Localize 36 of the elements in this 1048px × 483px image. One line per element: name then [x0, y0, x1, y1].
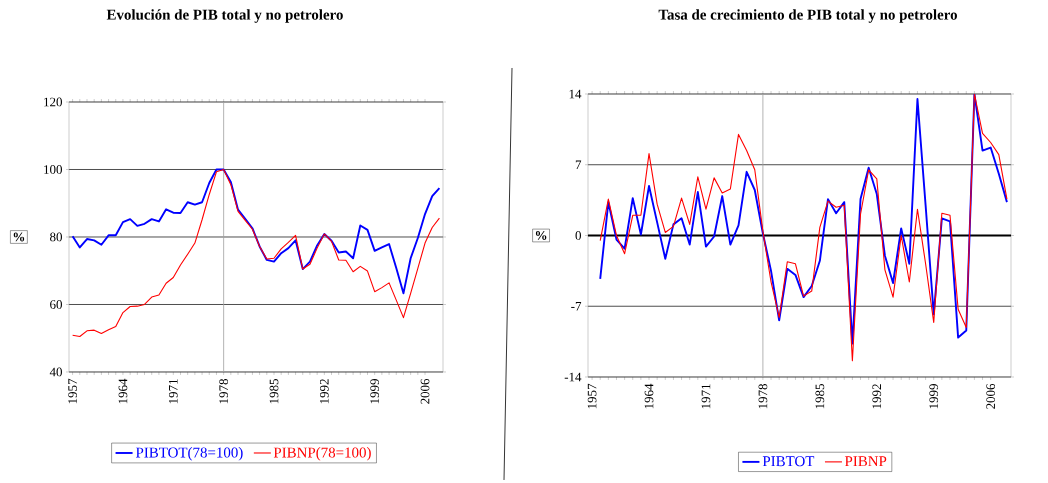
x-tick-label: 1957	[587, 383, 597, 409]
chart-title: Evolución de PIB total y no petrolero	[106, 9, 343, 23]
y-axis-title: %	[535, 231, 547, 240]
legend-label: PIBTOT	[762, 456, 815, 467]
line-series	[72, 168, 440, 338]
y-tick-label: 14	[569, 89, 582, 99]
x-tick-label: 1999	[929, 384, 939, 409]
y-axis-title: %	[13, 232, 25, 242]
x-tick-label: 1985	[815, 384, 825, 409]
y-tick-label: -14	[564, 372, 582, 382]
x-tick-label: 1971	[168, 379, 178, 404]
x-tick-label: 1978	[219, 379, 229, 404]
legend-label: PIBNP(78=100)	[273, 447, 371, 461]
x-tick-label: 1999	[370, 379, 380, 404]
y-tick-label: 40	[49, 367, 62, 377]
x-tick-label: 1971	[701, 384, 711, 409]
legend-label: PIBTOT(78=100)	[135, 447, 243, 461]
chart-title: Tasa de crecimiento de PIB total y no petrolero	[658, 9, 957, 23]
x-tick-label: 1992	[872, 384, 882, 409]
y-tick-label: -7	[571, 301, 582, 311]
y-tick-label: 7	[575, 160, 582, 169]
legend-label: PIBNP	[844, 456, 887, 467]
x-tick-label: 2006	[420, 378, 430, 404]
x-tick-label: 1964	[644, 383, 654, 409]
x-tick-label: 1964	[118, 378, 128, 404]
y-tick-label: 120	[44, 97, 62, 107]
x-tick-label: 1957	[68, 378, 77, 404]
line-series	[71, 168, 441, 295]
x-tick-label: 1978	[758, 384, 768, 409]
x-tick-label: 1992	[319, 379, 329, 404]
x-tick-label: 2006	[986, 383, 996, 409]
y-tick-label: 60	[50, 300, 62, 309]
y-tick-label: 0	[575, 231, 581, 240]
y-tick-label: 100	[44, 165, 62, 174]
y-tick-label: 80	[50, 232, 62, 242]
x-tick-label: 1985	[269, 379, 279, 404]
